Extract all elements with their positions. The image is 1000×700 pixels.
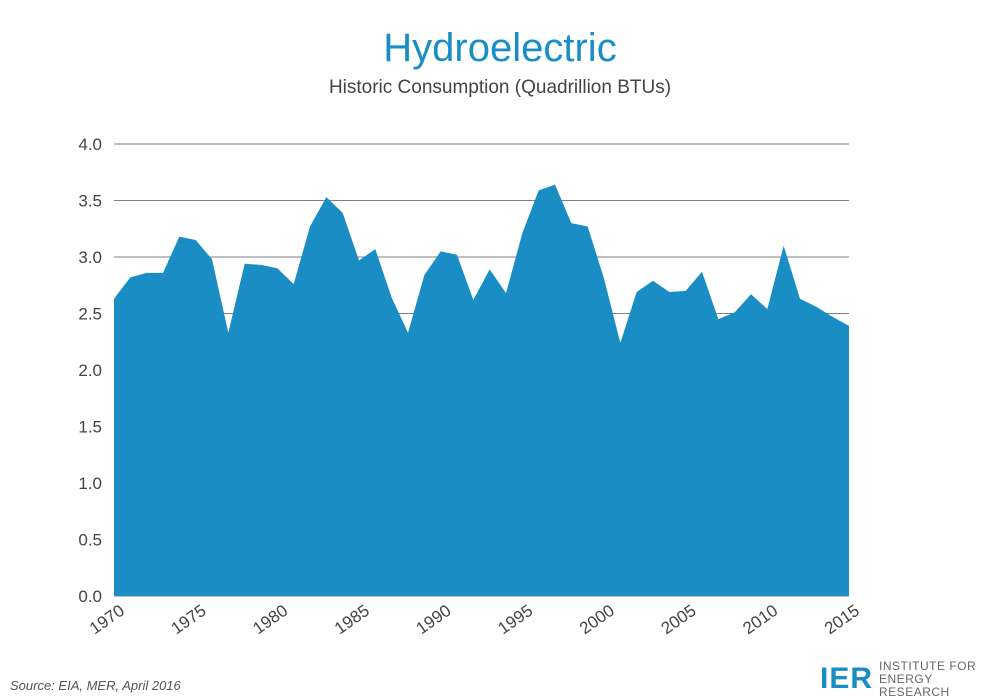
x-tick-label: 1985 — [331, 601, 373, 638]
x-tick-label: 1995 — [494, 601, 536, 638]
x-tick-label: 2015 — [821, 601, 863, 638]
y-tick-label: 0.0 — [78, 587, 102, 606]
logo-line-2: ENERGY RESEARCH — [879, 671, 950, 699]
x-tick-label: 1990 — [413, 601, 455, 638]
source-note: Source: EIA, MER, April 2016 — [10, 678, 181, 693]
y-tick-label: 1.5 — [78, 418, 102, 437]
y-tick-label: 3.5 — [78, 192, 102, 211]
y-tick-label: 2.5 — [78, 305, 102, 324]
logo-mark: IER — [820, 662, 874, 695]
y-tick-label: 1.0 — [78, 474, 102, 493]
x-tick-label: 1970 — [86, 601, 128, 638]
y-axis-tick-labels: 0.0 0.5 1.0 1.5 2.0 2.5 3.0 3.5 4.0 — [78, 135, 102, 606]
x-tick-label: 2010 — [739, 601, 781, 638]
area-series — [114, 184, 849, 596]
chart-subtitle: Historic Consumption (Quadrillion BTUs) — [328, 77, 672, 98]
x-tick-label: 2000 — [576, 601, 618, 638]
logo-line-1: INSTITUTE FOR — [879, 658, 977, 673]
x-tick-label: 2005 — [658, 601, 700, 638]
hydroelectric-area — [114, 184, 849, 596]
logo-text: INSTITUTE FOR ENERGY RESEARCH — [879, 658, 1000, 699]
x-tick-label: 1975 — [168, 601, 210, 638]
ier-logo: IER INSTITUTE FOR ENERGY RESEARCH — [820, 659, 1000, 698]
y-tick-label: 4.0 — [78, 135, 102, 154]
y-tick-label: 3.0 — [78, 248, 102, 267]
x-tick-label: 1980 — [249, 601, 291, 638]
y-tick-label: 0.5 — [78, 531, 102, 550]
x-axis-tick-labels: 1970 1975 1980 1985 1990 1995 2000 2005 2010 2015 — [86, 601, 863, 638]
y-tick-label: 2.0 — [78, 361, 102, 380]
chart-title: Hydroelectric — [383, 26, 617, 70]
